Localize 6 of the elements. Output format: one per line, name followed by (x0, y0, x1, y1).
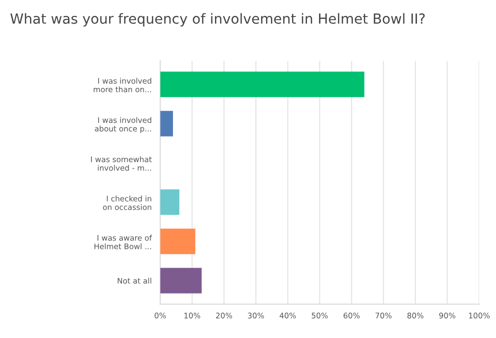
chart-title: What was your frequency of involvement in Helmet Bowl II? (10, 13, 425, 27)
bar (160, 228, 196, 254)
bar (160, 189, 180, 215)
bar (160, 268, 202, 294)
bar (160, 72, 364, 98)
bar (160, 110, 173, 136)
